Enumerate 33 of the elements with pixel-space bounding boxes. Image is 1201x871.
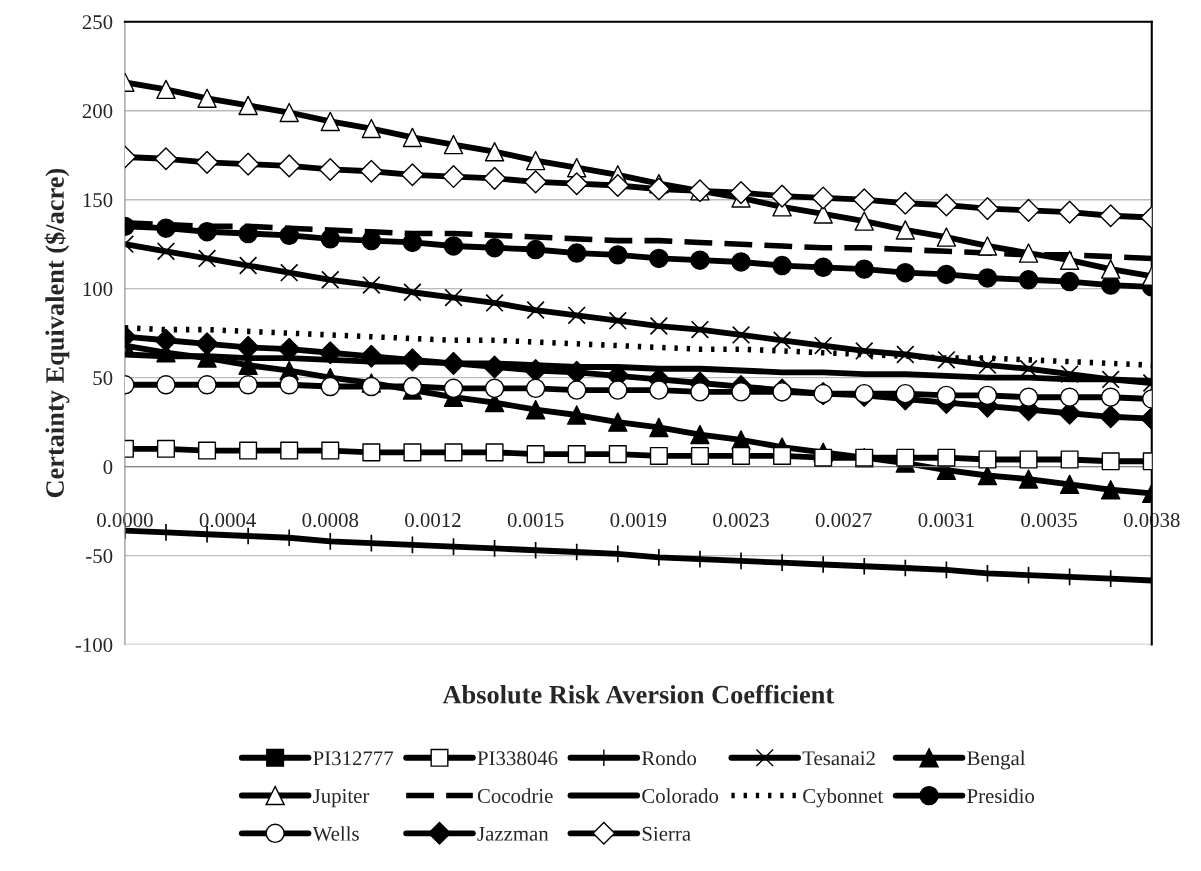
y-tick-label: -100	[75, 637, 113, 652]
y-tick-label: -50	[86, 548, 113, 564]
legend-label: PI338046	[477, 751, 558, 766]
y-tick-label: 150	[83, 193, 113, 208]
x-tick-label: 0.0019	[610, 513, 667, 528]
x-tick-label: 0.0035	[1021, 513, 1077, 528]
legend-label: Cybonnet	[803, 788, 884, 808]
legend-label: Sierra	[642, 826, 691, 841]
y-tick-label: 200	[82, 104, 113, 119]
legend-label: PI312777	[313, 751, 394, 766]
legend-label: Wells	[312, 826, 359, 841]
x-tick-label: 0.0008	[302, 513, 359, 528]
legend-label: Presidio	[967, 788, 1035, 804]
legend-label: Jazzman	[477, 826, 549, 841]
legend-label: Cocodrie	[477, 788, 553, 804]
x-tick-label: 0.0015	[507, 513, 564, 528]
y-tick-label: 100	[83, 282, 113, 297]
legend-label: Rondo	[641, 750, 697, 766]
y-tick-label: 250	[82, 15, 113, 30]
y-axis-title: Certainty Equivalent ($/acre)	[44, 168, 70, 498]
legend-label: Bengal	[967, 750, 1026, 770]
legend-label: Colorado	[642, 788, 719, 804]
x-tick-label: 0.0023	[713, 513, 769, 528]
legend-label: Tesanai2	[802, 751, 875, 766]
x-axis-title: Absolute Risk Aversion Coefficient	[442, 684, 835, 704]
legend-label: Jupiter	[313, 789, 370, 808]
y-tick-label: 0	[103, 459, 113, 475]
x-tick-label: 0.0031	[918, 513, 974, 528]
x-tick-label: 0.0027	[815, 513, 872, 528]
y-tick-label: 50	[93, 371, 113, 386]
x-tick-label: 0.0004	[199, 513, 256, 528]
x-tick-label: 0.0012	[405, 513, 461, 528]
x-tick-label: 0.0000	[97, 513, 153, 528]
